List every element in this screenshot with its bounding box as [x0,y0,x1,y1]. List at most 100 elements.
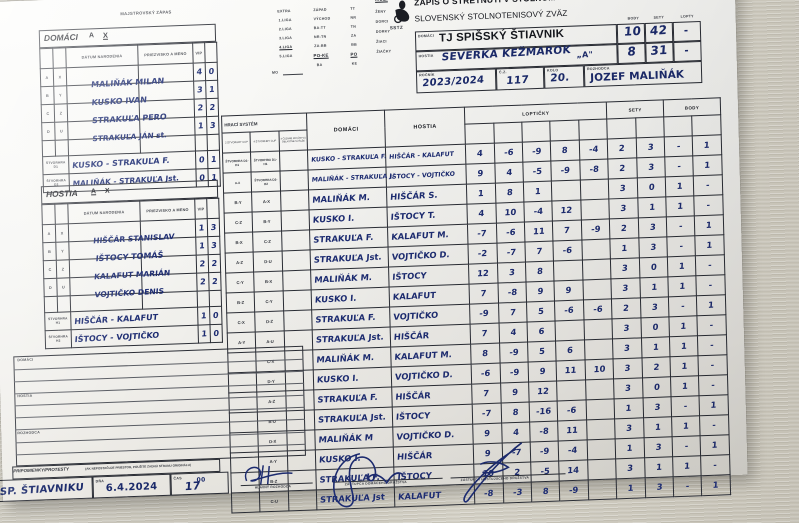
match-ball-12-0[interactable]: 7 [471,383,501,405]
match-ball-6-2[interactable]: 8 [525,261,555,283]
match-sets-away-15[interactable]: 3 [643,436,673,459]
match-ball-6-3[interactable] [553,260,583,282]
match-sets-away-8[interactable]: 3 [640,297,670,319]
match-sets-away-3[interactable]: 1 [637,197,667,219]
match-ball-7-2[interactable]: 9 [526,281,555,303]
match-ball-8-0[interactable]: -9 [469,303,499,325]
league-5[interactable]: 5.LIGA [279,53,293,59]
match-sets-home-2[interactable]: 3 [608,178,638,200]
match-sets-away-17[interactable]: 3 [644,476,674,499]
match-sets-away-4[interactable]: 3 [637,217,667,239]
match-pt-away-7[interactable]: - [696,274,726,296]
match-ball-14-4[interactable] [586,419,616,441]
match-sets-home-15[interactable]: 1 [615,438,645,460]
match-sets-away-13[interactable]: 3 [642,396,672,419]
match-sets-away-1[interactable]: 3 [636,157,666,179]
match-ball-12-1[interactable]: 9 [500,382,530,404]
home-option-a[interactable]: A [88,32,95,40]
match-sets-away-5[interactable]: 3 [638,237,668,259]
match-ball-8-2[interactable]: 5 [526,301,556,323]
match-ball-16-2[interactable]: -5 [530,461,560,483]
match-ball-15-1[interactable]: -7 [501,442,531,464]
age-4[interactable]: ŽIACI [376,39,387,44]
match-sets-home-0[interactable]: 2 [607,138,637,160]
match-sets-home-13[interactable]: 1 [614,398,644,420]
match-ball-1-2[interactable]: -5 [522,161,552,183]
match-ball-4-1[interactable]: -6 [496,222,525,244]
match-pt-home-14[interactable]: 1 [671,415,701,437]
match-away-17[interactable]: KALAFUT [394,484,476,508]
match-pt-away-0[interactable]: 1 [692,134,722,157]
match-ball-4-0[interactable]: -7 [467,223,497,245]
match-ball-16-3[interactable]: 14 [559,460,589,482]
district-5-selected[interactable]: PO [350,51,358,57]
match-pt-home-13[interactable]: - [671,395,701,417]
match-ball-9-1[interactable]: 4 [498,322,528,344]
match-sets-away-0[interactable]: 3 [635,137,665,159]
match-sets-home-17[interactable]: 1 [616,478,646,500]
match-ball-14-3[interactable]: 11 [558,420,587,442]
match-sets-home-10[interactable]: 3 [612,338,642,360]
match-ball-9-4[interactable] [583,319,613,341]
district-1[interactable]: NR [350,15,357,20]
match-ball-10-3[interactable]: 6 [555,340,585,362]
match-ball-11-2[interactable]: 9 [528,361,558,383]
match-ball-12-2[interactable]: 12 [528,381,558,403]
match-ball-14-2[interactable]: -8 [529,421,559,443]
match-ball-11-4[interactable]: 10 [584,359,614,381]
match-pt-home-11[interactable]: 1 [670,355,699,378]
match-sets-away-7[interactable]: 1 [639,277,669,299]
match-pt-away-1[interactable]: 1 [693,154,723,177]
match-ball-6-4[interactable] [582,259,612,281]
match-pt-home-9[interactable]: 1 [669,315,698,338]
match-ball-2-2[interactable]: 1 [523,181,553,203]
match-sets-home-4[interactable]: 2 [609,218,639,240]
match-sets-away-6[interactable]: 0 [639,257,668,279]
match-ball-1-3[interactable]: -9 [551,160,581,182]
home-option-x[interactable]: X [102,30,109,40]
match-ball-14-1[interactable]: 4 [501,422,531,444]
match-pt-away-6[interactable]: - [695,254,725,276]
match-pt-home-5[interactable]: - [666,235,696,258]
match-ball-0-1[interactable]: -6 [493,142,523,164]
match-pt-home-3[interactable]: 1 [665,196,695,218]
region-0[interactable]: ZÁPAD [313,7,327,13]
match-pt-away-10[interactable]: - [697,334,727,356]
home-l-4[interactable] [207,134,220,151]
match-ball-13-3[interactable]: -6 [557,400,587,422]
match-ball-12-4[interactable] [585,379,615,401]
match-pt-away-9[interactable]: - [697,314,727,336]
district-3[interactable]: ZA [350,33,357,38]
match-ball-0-2[interactable]: -9 [522,141,552,163]
match-pt-home-16[interactable]: 1 [672,455,702,477]
away-l-4[interactable] [209,290,222,307]
age-1[interactable]: ŽENY [375,9,387,14]
region-3[interactable]: NR-TN [313,34,327,40]
away-option-x[interactable]: X [104,187,110,195]
region-1[interactable]: VÝCHOD [313,16,331,22]
region-4[interactable]: ZA-BB [314,43,327,49]
match-ball-17-1[interactable]: -3 [502,482,532,504]
match-pt-away-4[interactable]: 1 [694,214,724,236]
age-5[interactable]: ŽIAČKY [376,49,392,54]
match-sets-home-9[interactable]: 3 [612,318,642,340]
region-5-selected[interactable]: PO-KE [313,52,329,59]
match-pt-away-5[interactable]: 1 [695,234,725,256]
match-ball-2-1[interactable]: 8 [495,182,524,204]
match-ball-17-3[interactable]: -9 [559,480,589,502]
district-0[interactable]: TT [350,6,356,11]
match-ball-9-2[interactable]: 6 [527,321,556,343]
match-sets-away-10[interactable]: 1 [641,337,671,359]
mo-blank[interactable] [282,73,303,76]
match-ball-6-1[interactable]: 3 [497,262,527,284]
match-ball-1-4[interactable]: -8 [579,159,609,181]
match-ball-17-0[interactable]: -8 [474,483,504,505]
match-pt-home-1[interactable]: - [664,156,694,178]
match-ball-10-4[interactable] [584,339,614,361]
region-2[interactable]: BA-TT [313,25,326,31]
region-6[interactable]: BA [316,62,323,68]
match-ball-15-3[interactable]: -4 [558,440,588,462]
match-ball-6-0[interactable]: 12 [468,263,498,285]
match-sets-home-14[interactable]: 3 [614,418,644,440]
match-sets-home-11[interactable]: 3 [613,358,643,380]
